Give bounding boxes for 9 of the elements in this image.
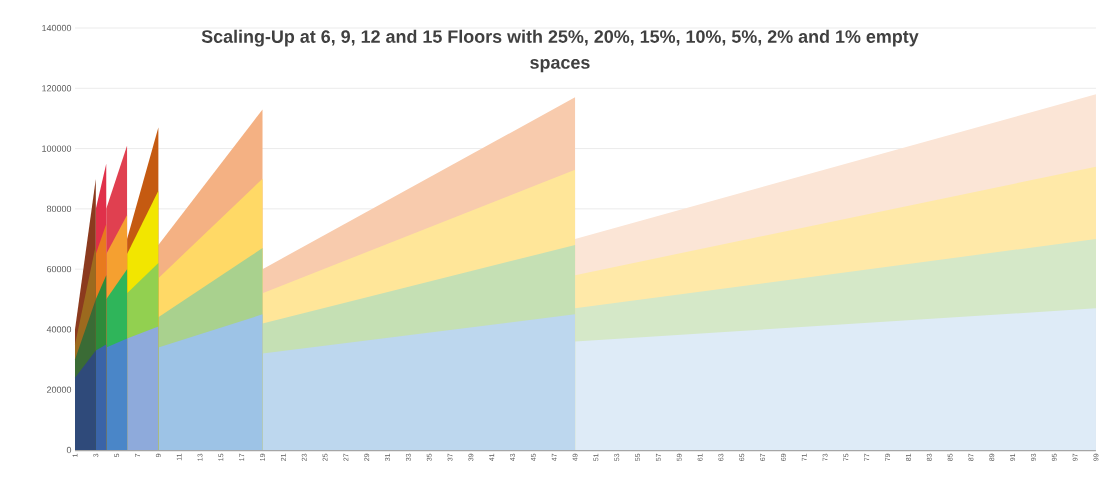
y-tick-label: 120000	[42, 85, 72, 92]
text: Scaling-Up at 6, 9, 12 and 15 Floors with 25%, 20%, 15%, 10%, 5%, 2% and 1% empty spaces	[201, 29, 919, 73]
y-tick-label: 80000	[46, 205, 72, 213]
y-tick-label: 0	[66, 446, 72, 454]
y-tick-label: 20000	[47, 386, 72, 393]
y-tick-label: 60000	[47, 265, 72, 273]
y-tick-label: 100000	[42, 145, 72, 152]
y-tick-label: 40000	[46, 326, 72, 333]
y-tick-label: 140000	[42, 24, 72, 32]
